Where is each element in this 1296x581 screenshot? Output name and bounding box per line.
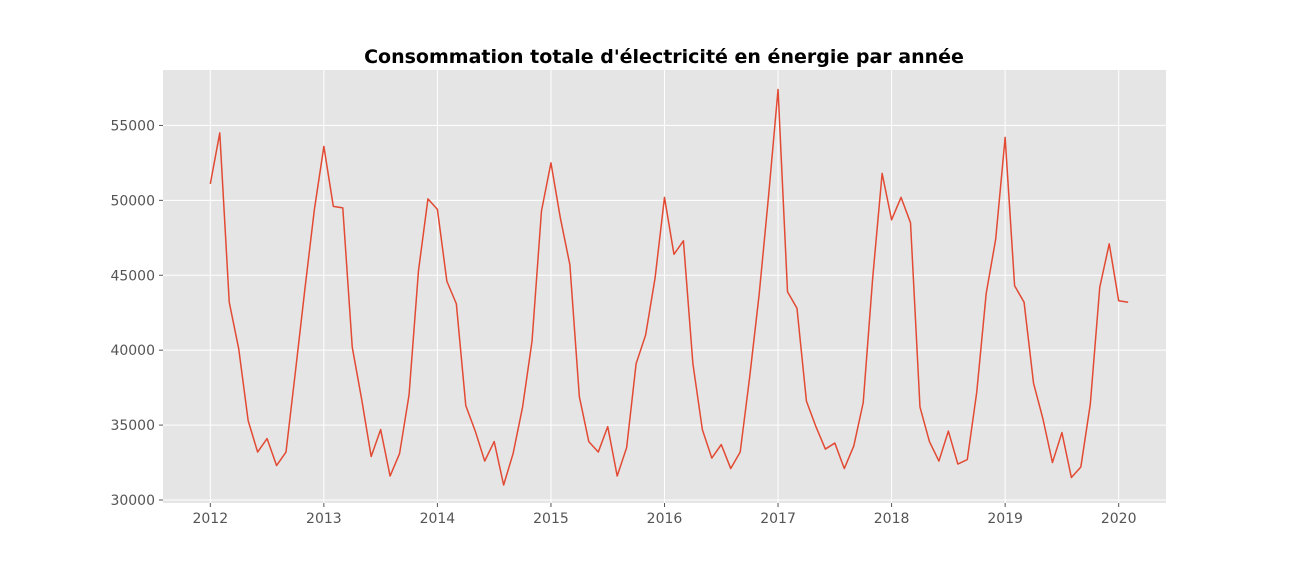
- grid-lines: [163, 70, 1166, 503]
- y-tick-label: 55000: [110, 118, 155, 134]
- y-tick-label: 35000: [110, 418, 155, 434]
- x-tick-label: 2016: [647, 511, 683, 527]
- x-tick-label: 2014: [420, 511, 456, 527]
- series-line-0: [209, 88, 1129, 486]
- x-tick-label: 2017: [760, 511, 796, 527]
- x-tick-label: 2020: [1101, 511, 1137, 527]
- y-tick-label: 45000: [110, 268, 155, 284]
- x-tick-label: 2013: [306, 511, 342, 527]
- chart-title: Consommation totale d'électricité en éne…: [364, 46, 964, 68]
- x-tick-label: 2018: [874, 511, 910, 527]
- axis-ticks: 2012 2013 2014 2015 2016 2017 2018 2019 2020 3000…: [110, 118, 1136, 527]
- y-tick-label: 30000: [110, 493, 155, 509]
- x-tick-label: 2019: [987, 511, 1023, 527]
- y-tick-label: 50000: [110, 193, 155, 209]
- x-tick-label: 2015: [533, 511, 569, 527]
- x-tick-label: 2012: [192, 511, 228, 527]
- y-tick-label: 40000: [110, 343, 155, 359]
- series-layer: [209, 88, 1129, 486]
